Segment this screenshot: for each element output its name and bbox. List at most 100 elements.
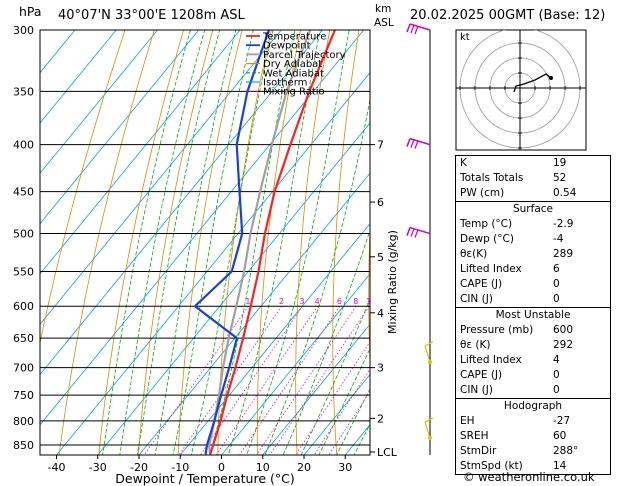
dewpoint-line xyxy=(193,30,270,455)
surface-row: θε(K) 289 xyxy=(456,247,610,262)
surface-row: Lifted Index 6 xyxy=(456,262,610,277)
wet-adiabat-line xyxy=(119,30,206,455)
wind-barb xyxy=(406,23,431,35)
km-tick-label: LCL xyxy=(377,446,398,459)
legend-entry: Dry Adiabat xyxy=(263,59,322,70)
indices-table: K 19 Totals Totals 52 PW (cm) 0.54 Surface … xyxy=(455,155,611,475)
surface-value: -4 xyxy=(553,233,564,245)
index-label: PW (cm) xyxy=(460,187,505,199)
surface-row: Temp (°C) -2.9 xyxy=(456,217,610,232)
wind-barb-shaft xyxy=(424,345,431,363)
mu-row: CAPE (J) 0 xyxy=(456,368,610,383)
hodograph-trace xyxy=(513,73,552,93)
surface-label: θε(K) xyxy=(460,248,488,260)
wind-barb-shaft xyxy=(409,23,431,31)
mu-label: Pressure (mb) xyxy=(460,324,534,336)
wind-barb-flag xyxy=(410,228,415,237)
hodo-row: EH -27 xyxy=(456,414,610,429)
surface-value: 0 xyxy=(553,293,560,305)
pressure-tick-label: 750 xyxy=(13,389,34,402)
index-row: K 19 xyxy=(456,156,610,171)
wet-adiabat-line xyxy=(246,30,350,455)
mu-label: θε (K) xyxy=(460,339,491,351)
surface-value: 6 xyxy=(553,263,560,275)
km-tick-label: 7 xyxy=(377,139,384,152)
profiles xyxy=(193,30,336,455)
mu-value: 600 xyxy=(553,324,574,336)
isotherm-line xyxy=(40,30,241,275)
hodo-row: SREH 60 xyxy=(456,429,610,444)
pressure-tick-label: 800 xyxy=(13,415,34,428)
surface-section: Surface Temp (°C) -2.9 Dewp (°C) -4 θε(K) 2… xyxy=(456,201,610,307)
temperature-line xyxy=(209,30,336,455)
most-unstable-title: Most Unstable xyxy=(495,309,571,321)
hodograph-title: Hodograph xyxy=(503,400,563,412)
mixing-ratio-axis-title: Mixing Ratio (g/kg) xyxy=(386,230,399,334)
wind-barb-shaft xyxy=(409,226,431,235)
pressure-tick-label: 300 xyxy=(13,24,34,37)
isotherm-line xyxy=(138,172,370,455)
isotherm-line xyxy=(40,30,282,325)
isobars xyxy=(40,30,370,446)
hodograph: kt xyxy=(455,29,587,151)
wind-barb xyxy=(424,341,434,364)
pressure-tick-label: 400 xyxy=(13,139,34,152)
index-value: 0.54 xyxy=(553,187,577,199)
wet-adiabat-line xyxy=(282,228,370,455)
mu-label: CIN (J) xyxy=(460,384,493,396)
dry-adiabat-line xyxy=(622,0,629,468)
temperature-tick-label: 20 xyxy=(297,461,311,474)
pressure-tick-label: 500 xyxy=(13,228,34,241)
isotherm-line xyxy=(40,30,200,225)
pressure-tick-label: 550 xyxy=(13,266,34,279)
index-value: 52 xyxy=(553,172,567,184)
surface-value: 0 xyxy=(553,278,560,290)
wet-adiabat-line xyxy=(154,30,237,455)
wind-barb-flag xyxy=(424,417,434,423)
index-row: PW (cm) 0.54 xyxy=(456,186,610,201)
surface-value: 289 xyxy=(553,248,574,260)
wind-barb-flag xyxy=(410,139,415,148)
mu-row: Pressure (mb) 600 xyxy=(456,323,610,338)
mu-row: CIN (J) 0 xyxy=(456,383,610,398)
wind-barb xyxy=(424,417,434,440)
wind-barb-flag xyxy=(414,229,419,238)
pressure-unit: hPa xyxy=(19,4,42,19)
pressure-tick-label: 600 xyxy=(13,300,34,313)
wet-adiabat-line xyxy=(102,30,191,455)
hodo-row: StmSpd (kt) 14 xyxy=(456,459,610,474)
wind-barbs xyxy=(406,23,434,455)
surface-label: Temp (°C) xyxy=(460,218,513,230)
surface-label: Dewp (°C) xyxy=(460,233,514,245)
temperature-tick-label: -40 xyxy=(48,461,66,474)
hodograph-rings xyxy=(456,30,586,150)
index-label: Totals Totals xyxy=(460,172,524,184)
legend-entry: Dewpoint xyxy=(263,41,311,52)
x-axis-title: Dewpoint / Temperature (°C) xyxy=(115,471,294,486)
hodo-label: EH xyxy=(460,415,475,427)
wind-barb-shaft xyxy=(424,421,431,439)
hodograph-endpoint xyxy=(549,76,553,80)
hodograph-unit-label: kt xyxy=(460,32,470,43)
index-value: 19 xyxy=(553,157,567,169)
surface-row: CIN (J) 0 xyxy=(456,292,610,307)
axes: 300350400450500550600650700750800850-40-… xyxy=(13,24,399,486)
mixing-ratio-label: 1 xyxy=(245,297,250,306)
wind-barb-flag xyxy=(414,25,419,35)
hodo-row: StmDir 288° xyxy=(456,444,610,459)
isotherm-line xyxy=(179,222,370,455)
wind-barb xyxy=(406,137,431,149)
mixing-ratio-label: 4 xyxy=(315,297,320,306)
mu-label: Lifted Index xyxy=(460,354,522,366)
index-label: K xyxy=(460,157,467,169)
most-unstable-section: Most Unstable Pressure (mb) 600 θε (K) 292… xyxy=(456,307,610,398)
hodo-label: StmSpd (kt) xyxy=(460,460,523,472)
surface-title: Surface xyxy=(512,203,553,215)
wind-barb xyxy=(406,226,431,238)
asl-label: ASL xyxy=(374,17,394,29)
isotherm-line xyxy=(97,122,370,455)
mixing-ratio-line xyxy=(238,305,341,455)
isotherm-line xyxy=(220,273,370,455)
mu-value: 292 xyxy=(553,339,574,351)
wet-adiabat-line xyxy=(209,30,296,455)
